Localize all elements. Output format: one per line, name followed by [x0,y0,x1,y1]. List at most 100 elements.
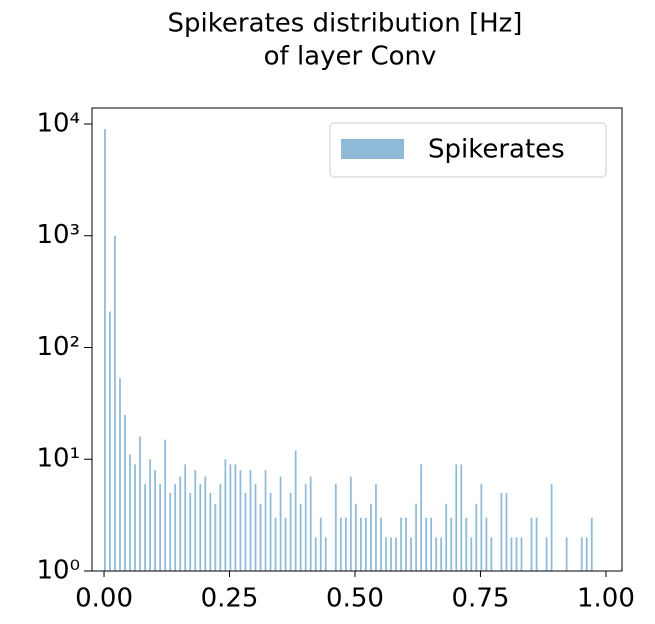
bar [580,537,583,571]
bar [324,537,327,571]
bar [164,439,167,571]
bar [415,503,417,571]
bar [334,484,337,571]
bar [229,464,232,571]
bar [510,537,513,571]
x-tick-label: 1.00 [577,584,635,614]
bar [289,492,292,571]
bar [465,517,468,571]
bar [360,517,362,571]
bar [114,235,116,572]
bar [420,464,422,571]
bar [550,484,553,571]
bar [309,476,312,571]
bar [304,484,307,571]
legend-swatch [341,139,404,159]
x-tick-label: 0.25 [201,584,259,614]
bar [565,537,568,571]
bar [354,503,357,571]
bar [425,517,428,571]
y-tick-label: 10⁰ [36,556,80,586]
bar [405,517,407,571]
bar [214,503,217,571]
bar [254,484,257,571]
bar [319,517,322,571]
bar [380,517,382,571]
bar [209,492,212,571]
bar [530,517,533,571]
bar [139,436,141,571]
bar [244,492,247,571]
bar [174,484,177,571]
bar [535,517,538,571]
bar [119,378,121,571]
bar [470,537,473,571]
bar [590,517,593,571]
bar [284,517,287,571]
bar [440,537,443,571]
bar [450,517,453,571]
bar [490,537,493,571]
chart-title: Spikerates distribution [Hz] [168,9,523,39]
bar [430,517,433,571]
bar [274,517,277,571]
plot-frame [91,107,623,572]
bar [129,454,131,571]
bar [460,464,463,571]
bar [184,464,187,571]
bar [505,492,508,571]
bar [299,503,302,571]
bar [109,311,111,571]
bar [199,484,202,571]
chart-title: of layer Conv [264,42,437,72]
bar [520,537,523,571]
bar [194,470,197,571]
bar [455,464,458,571]
bar [189,492,192,571]
bar [365,517,367,571]
bar [134,464,136,571]
y-tick-label: 10³ [36,220,80,250]
bar [154,470,156,571]
bar [395,537,397,571]
bar [585,537,588,571]
bar [545,537,548,571]
bar [480,484,483,571]
legend-label: Spikerates [428,135,565,165]
bar [269,492,272,571]
bar [224,459,227,571]
x-tick-label: 0.00 [75,584,133,614]
bar [435,537,438,571]
bar [159,484,162,571]
bar [234,464,237,571]
bar [204,476,207,571]
x-tick-label: 0.50 [326,584,384,614]
bar [264,470,267,571]
bar [294,450,297,571]
bar [344,517,347,571]
bar [239,470,242,571]
bar [169,492,172,571]
bar [370,503,372,571]
bar [219,484,222,571]
y-tick-label: 10¹ [36,444,80,474]
bar [339,517,342,571]
bar [375,484,377,571]
bar [500,492,503,571]
bar [410,537,412,571]
y-tick-label: 10⁴ [36,108,80,138]
bar [475,503,478,571]
bar [445,503,448,571]
bar [149,459,151,571]
bar [124,414,126,571]
bar [515,537,518,571]
bar [485,517,488,571]
bar [279,476,282,571]
bar [390,537,392,571]
bar [259,503,262,571]
bar [179,476,182,571]
bar [144,484,146,571]
legend-box [329,122,607,178]
bar [349,476,352,571]
